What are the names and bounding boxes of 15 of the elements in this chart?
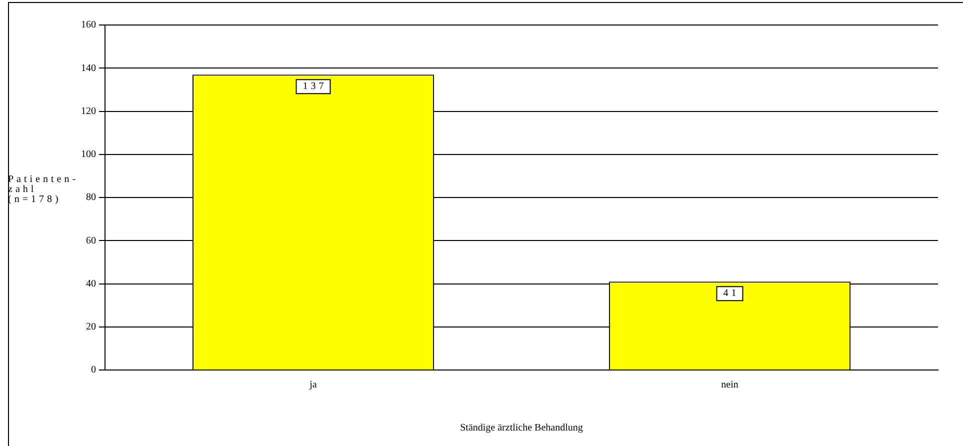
y-tick-label: 20 bbox=[86, 322, 96, 332]
x-tick-label: nein bbox=[721, 380, 738, 391]
y-tick-label: 100 bbox=[81, 149, 96, 160]
x-axis-title: Ständige ärztliche Behandlung bbox=[460, 422, 583, 434]
data-label: 137 bbox=[302, 81, 327, 92]
y-tick-label: 160 bbox=[81, 20, 96, 31]
x-tick-label: ja bbox=[308, 380, 318, 391]
data-label: 41 bbox=[723, 288, 740, 300]
y-tick-label: 140 bbox=[81, 62, 96, 74]
y-tick-label: 60 bbox=[86, 235, 96, 246]
y-tick-label: 120 bbox=[81, 106, 96, 117]
y-tick-label: 40 bbox=[86, 278, 96, 290]
y-axis-title: Patienten- zahl (n=178) bbox=[8, 174, 79, 206]
y-tick-label: 80 bbox=[86, 192, 96, 204]
y-tick-label: 0 bbox=[91, 364, 96, 376]
